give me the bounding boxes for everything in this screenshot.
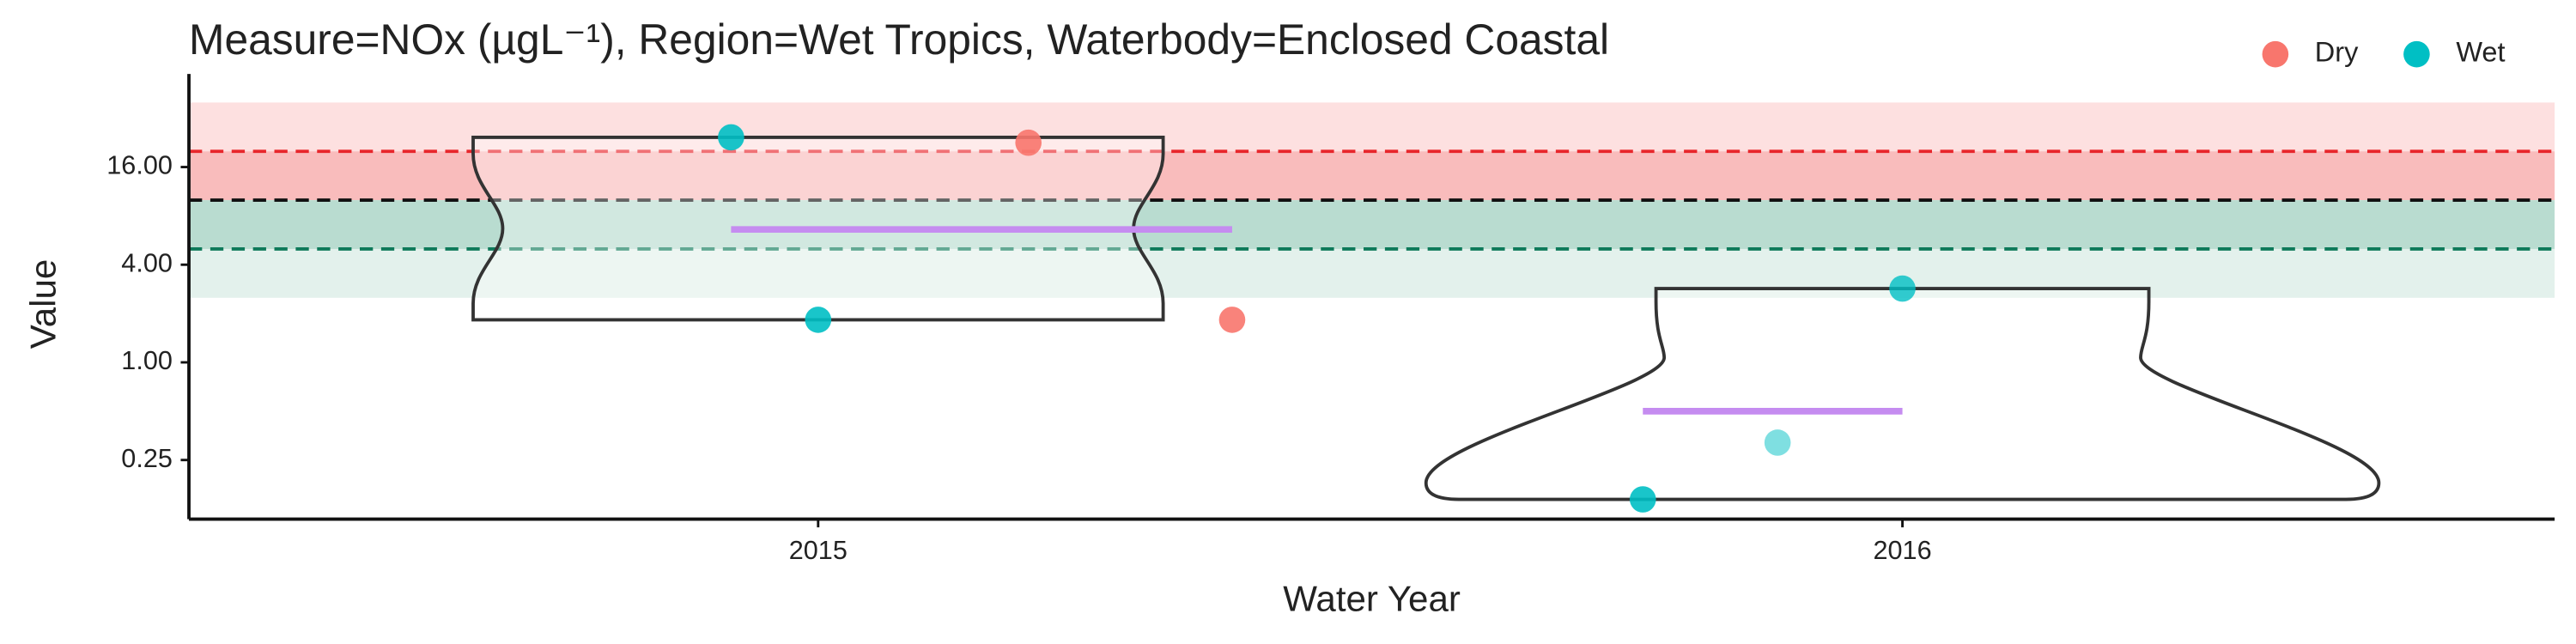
threshold-band — [189, 200, 2555, 249]
threshold-band — [189, 248, 2555, 298]
y-tick-label: 4.00 — [121, 248, 173, 277]
x-axis-title: Water Year — [1283, 578, 1461, 618]
violin — [1424, 287, 2381, 501]
data-point — [1889, 275, 1916, 302]
data-point — [1629, 486, 1656, 513]
y-tick-label: 1.00 — [121, 346, 173, 375]
legend-swatch — [2403, 40, 2430, 68]
threshold-band — [189, 151, 2555, 201]
y-tick-label: 16.00 — [106, 151, 173, 180]
legend-label: Wet — [2456, 37, 2505, 68]
x-tick-label: 2015 — [789, 536, 848, 565]
data-point — [1218, 307, 1246, 333]
threshold-band — [189, 102, 2555, 152]
data-point — [1764, 429, 1791, 456]
chart-title: Measure=NOx (µgL⁻¹), Region=Wet Tropics,… — [189, 15, 1609, 64]
data-point — [805, 307, 832, 333]
legend-swatch — [2262, 40, 2289, 68]
legend-label: Dry — [2315, 37, 2359, 68]
y-tick-label: 0.25 — [121, 444, 173, 473]
x-tick-label: 2016 — [1874, 536, 1932, 565]
y-axis-title: Value — [23, 259, 64, 349]
data-point — [1015, 129, 1042, 156]
data-point — [718, 124, 744, 151]
